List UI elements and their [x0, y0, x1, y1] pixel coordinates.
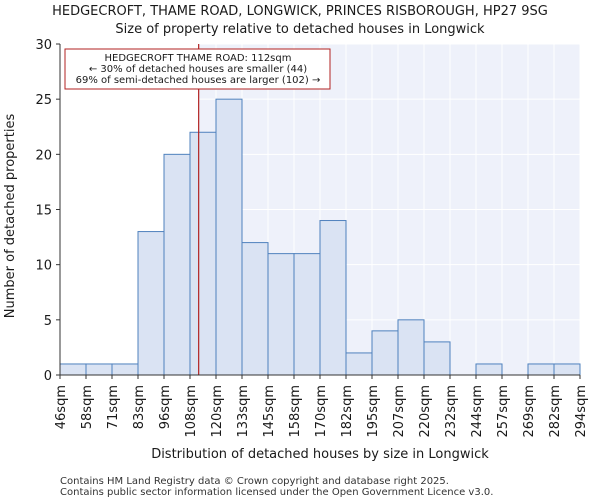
x-tick-label-108sqm: 108sqm — [184, 385, 199, 438]
y-tick-label-6: 30 — [35, 38, 52, 53]
annotation-box: HEDGECROFT THAME ROAD: 112sqm ← 30% of d… — [64, 48, 331, 90]
x-tick-label-58sqm: 58sqm — [80, 385, 95, 429]
x-ticks: 46sqm 58sqm 71sqm 83sqm 96sqm 108sqm 120sqm 133… — [54, 375, 589, 438]
bar-46sqm — [59, 363, 87, 376]
bar-145sqm — [267, 253, 295, 376]
x-tick-label-257sqm: 257sqm — [496, 385, 511, 438]
annotation-rect — [64, 48, 331, 90]
y-tick-label-4: 20 — [35, 148, 52, 163]
bar-83sqm — [137, 231, 165, 376]
chart-subtitle: Size of property relative to detached ho… — [115, 22, 485, 37]
x-tick-label-120sqm: 120sqm — [210, 385, 225, 438]
x-tick-label-170sqm: 170sqm — [314, 385, 329, 438]
bar-182sqm — [345, 352, 373, 376]
x-tick-label-269sqm: 269sqm — [522, 385, 537, 438]
bar-170sqm — [319, 220, 347, 376]
chart-title: HEDGECROFT, THAME ROAD, LONGWICK, PRINCE… — [52, 4, 548, 19]
x-tick-label-282sqm: 282sqm — [548, 385, 563, 438]
bar-96sqm — [163, 153, 191, 376]
x-tick-label-145sqm: 145sqm — [262, 385, 277, 438]
x-tick-label-195sqm: 195sqm — [366, 385, 381, 438]
bar-207sqm — [397, 319, 425, 376]
bar-269sqm — [527, 363, 555, 376]
x-tick-label-220sqm: 220sqm — [418, 385, 433, 438]
x-tick-label-83sqm: 83sqm — [132, 385, 147, 429]
y-tick-label-5: 25 — [35, 93, 52, 108]
bar-282sqm — [553, 363, 581, 376]
y-tick-label-2: 10 — [35, 259, 52, 274]
x-tick-label-232sqm: 232sqm — [444, 385, 459, 438]
x-tick-label-46sqm: 46sqm — [54, 385, 69, 429]
x-tick-label-207sqm: 207sqm — [392, 385, 407, 438]
bar-195sqm — [371, 330, 399, 376]
footer-line-1: Contains HM Land Registry data © Crown c… — [60, 476, 449, 487]
bar-244sqm — [475, 363, 503, 376]
x-tick-label-158sqm: 158sqm — [288, 385, 303, 438]
annotation-line-2: ← 30% of detached houses are smaller (44… — [89, 64, 307, 75]
bar-220sqm — [423, 341, 451, 376]
y-ticks: 0 5 10 15 20 25 30 — [35, 38, 60, 384]
bars — [59, 98, 581, 376]
x-tick-label-133sqm: 133sqm — [236, 385, 251, 438]
annotation-line-1: HEDGECROFT THAME ROAD: 112sqm — [105, 53, 292, 64]
bar-71sqm — [111, 363, 139, 376]
bar-108sqm — [189, 131, 217, 376]
bar-133sqm — [241, 242, 269, 376]
footer-line-2: Contains public sector information licen… — [60, 487, 493, 498]
bar-120sqm — [215, 98, 243, 376]
x-tick-label-244sqm: 244sqm — [470, 385, 485, 438]
annotation-line-3: 69% of semi-detached houses are larger (… — [76, 75, 321, 86]
x-tick-label-182sqm: 182sqm — [340, 385, 355, 438]
y-tick-label-1: 5 — [44, 314, 52, 329]
x-tick-label-294sqm: 294sqm — [574, 385, 589, 438]
y-tick-label-0: 0 — [44, 369, 52, 384]
x-axis-label: Distribution of detached houses by size … — [151, 447, 489, 462]
bar-158sqm — [293, 253, 321, 376]
y-axis-label: Number of detached properties — [3, 114, 18, 319]
x-tick-label-96sqm: 96sqm — [158, 385, 173, 429]
x-tick-label-71sqm: 71sqm — [106, 385, 121, 429]
y-tick-label-3: 15 — [35, 204, 52, 219]
bar-58sqm — [85, 363, 113, 376]
